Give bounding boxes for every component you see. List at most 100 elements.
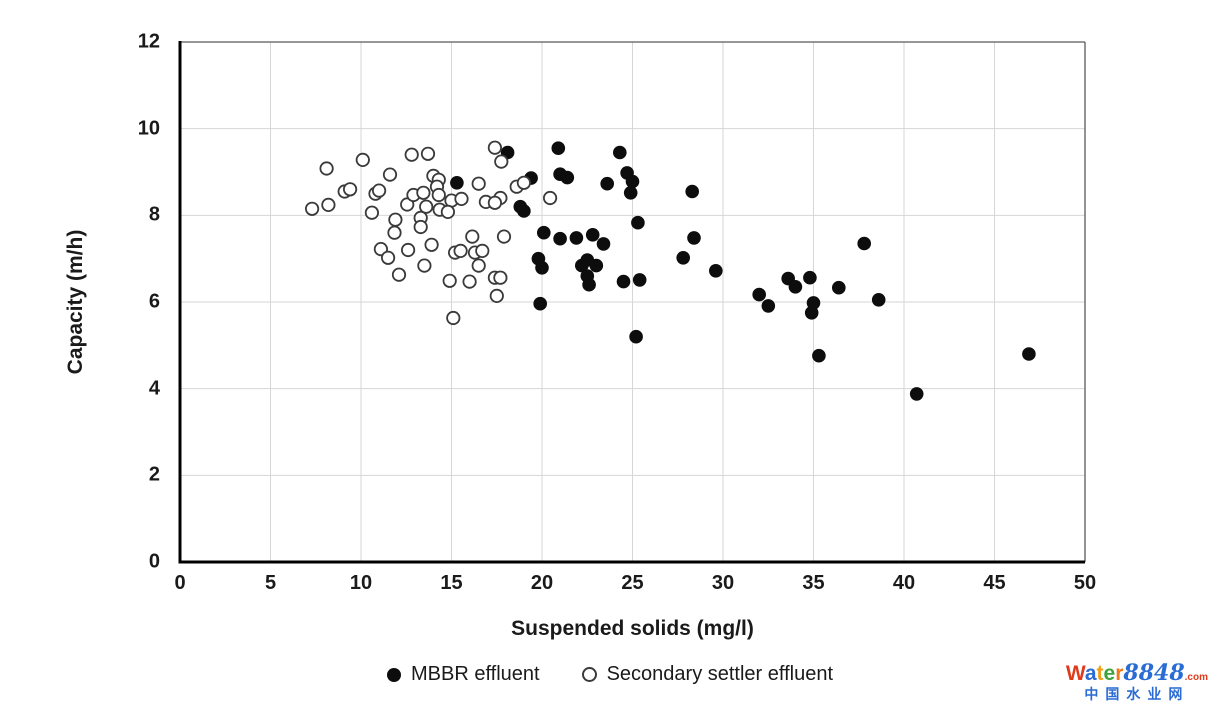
y-tick-label: 12	[137, 30, 160, 53]
data-point	[629, 329, 643, 344]
data-point	[496, 229, 512, 244]
data-point	[404, 147, 419, 162]
data-point	[537, 225, 551, 240]
x-tick-label: 35	[802, 572, 825, 594]
data-point	[321, 197, 336, 212]
data-point	[676, 250, 690, 265]
watermark-letter: a	[1084, 662, 1097, 686]
legend: MBBR effluent Secondary settler effluent	[0, 663, 1220, 686]
data-point	[560, 170, 575, 185]
data-point	[471, 176, 486, 191]
data-point	[380, 250, 396, 265]
data-point	[424, 237, 439, 252]
data-point	[382, 167, 398, 182]
data-point	[533, 296, 547, 311]
watermark-brand: Water8848.com	[1066, 662, 1208, 685]
data-point	[709, 264, 723, 278]
data-point	[454, 191, 469, 206]
data-point	[440, 204, 455, 219]
data-point	[471, 258, 486, 273]
watermark-tld: .com	[1184, 672, 1208, 684]
filled-circle-marker-icon	[386, 667, 401, 682]
data-point	[446, 310, 461, 326]
data-point	[589, 258, 604, 273]
data-point	[631, 215, 645, 230]
legend-item-secondary: Secondary settler effluent	[581, 663, 833, 686]
data-point	[453, 243, 468, 258]
data-point	[687, 231, 701, 245]
y-tick-label: 8	[148, 203, 160, 226]
x-tick-label: 20	[530, 572, 554, 594]
data-point	[596, 237, 611, 251]
data-point	[761, 299, 776, 313]
data-point	[569, 231, 584, 245]
data-point	[387, 225, 402, 240]
data-point	[788, 280, 803, 294]
plot-frame	[178, 41, 1086, 564]
watermark-subtitle: 中国水业网	[1084, 686, 1190, 703]
data-point	[442, 273, 457, 288]
data-point	[909, 387, 924, 401]
data-point	[585, 228, 600, 242]
data-point	[600, 176, 614, 191]
data-point	[625, 174, 640, 189]
y-tick-label: 4	[148, 377, 160, 400]
data-point	[832, 280, 846, 295]
x-axis-title: Suspended solids (mg/l)	[511, 617, 754, 640]
data-point	[417, 258, 432, 273]
data-point	[517, 204, 531, 218]
legend-item-mbbr: MBBR effluent	[386, 663, 540, 686]
data-point	[551, 141, 566, 155]
data-point	[400, 242, 416, 258]
data-point	[613, 145, 627, 160]
x-tick-label: 10	[349, 572, 373, 594]
x-tick-label: 45	[983, 572, 1006, 594]
y-tick-label: 2	[148, 463, 160, 486]
open-circle-marker-icon	[581, 667, 597, 682]
data-point	[487, 140, 502, 155]
y-tick-label: 10	[137, 117, 160, 140]
data-point	[542, 190, 558, 206]
watermark-letter: W	[1065, 662, 1085, 686]
y-tick-label: 6	[148, 290, 160, 313]
data-point	[623, 186, 638, 200]
data-point	[494, 154, 509, 169]
data-point	[419, 199, 434, 214]
data-point	[582, 277, 596, 292]
data-point	[553, 231, 567, 246]
watermark-letter: r	[1115, 662, 1124, 686]
data-point	[489, 288, 504, 303]
data-point	[371, 183, 387, 198]
x-tick-label: 30	[711, 572, 735, 594]
data-point	[812, 348, 826, 363]
data-point	[632, 273, 647, 287]
data-point	[304, 201, 320, 216]
data-point	[355, 152, 370, 167]
data-point	[516, 175, 532, 190]
data-point	[616, 274, 631, 289]
x-tick-label: 15	[440, 572, 463, 594]
data-point	[535, 261, 549, 275]
watermark-logo: Water8848.com 中国水业网	[1066, 662, 1208, 702]
x-tick-label: 25	[621, 572, 644, 594]
watermark-number: 8848	[1123, 660, 1185, 687]
series-secondary-settler-effluent	[304, 140, 558, 326]
data-point	[388, 212, 403, 227]
x-tick-label: 50	[1073, 572, 1097, 594]
data-point	[465, 229, 480, 244]
y-tick-label: 0	[148, 550, 160, 573]
data-point	[685, 184, 699, 199]
data-point	[475, 243, 490, 258]
data-point	[413, 219, 428, 235]
data-point	[416, 185, 431, 200]
data-point	[420, 146, 436, 161]
series-mbbr-effluent	[450, 141, 1036, 401]
legend-label-mbbr: MBBR effluent	[410, 663, 540, 685]
data-point	[493, 270, 508, 285]
data-point	[391, 267, 407, 282]
watermark-letter: e	[1103, 662, 1116, 686]
data-point	[487, 195, 502, 210]
x-tick-label: 5	[264, 572, 277, 594]
